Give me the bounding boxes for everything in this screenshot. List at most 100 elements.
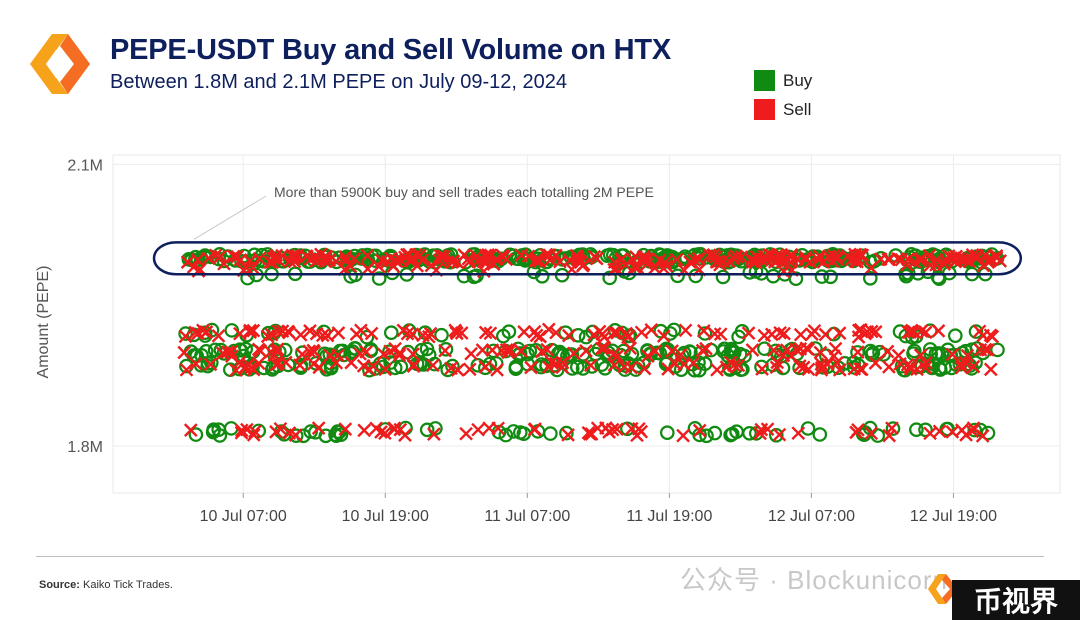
buy-point <box>947 328 963 343</box>
buy-point <box>204 355 219 371</box>
sell-point <box>656 329 671 343</box>
sell-point <box>632 422 646 436</box>
buy-point <box>823 269 838 285</box>
buy-point <box>898 268 914 284</box>
source-text: Kaiko Tick Trades. <box>83 579 173 591</box>
sell-point <box>683 255 697 269</box>
buy-point <box>427 356 442 372</box>
sell-point <box>567 346 581 361</box>
sell-point <box>217 256 231 271</box>
sell-point <box>640 257 654 272</box>
sell-point <box>475 343 490 357</box>
sell-point <box>923 258 938 272</box>
sell-point <box>669 252 684 267</box>
sell-point <box>234 423 249 438</box>
sell-point <box>354 323 368 338</box>
sell-point <box>754 253 769 267</box>
sell-point <box>864 426 879 441</box>
source-label: Source: <box>39 579 80 591</box>
sell-point <box>978 342 993 357</box>
sell-point <box>607 358 622 372</box>
sell-point <box>606 347 621 362</box>
buy-point <box>178 326 193 341</box>
sell-point <box>260 329 275 344</box>
sell-point <box>264 327 279 342</box>
sell-point <box>587 327 601 342</box>
sell-point <box>471 422 485 437</box>
sell-point <box>438 343 452 358</box>
data-points <box>177 247 1008 444</box>
sell-point <box>965 424 980 439</box>
sell-point <box>246 428 261 442</box>
buy-point <box>393 359 409 375</box>
sell-point <box>343 259 358 274</box>
buy-point <box>375 359 391 375</box>
buy-point <box>469 268 484 284</box>
buy-point <box>980 425 996 441</box>
buy-point <box>814 269 830 284</box>
sell-point <box>784 247 799 262</box>
sell-point <box>539 247 554 262</box>
sell-point <box>383 251 398 266</box>
sell-point <box>360 248 375 263</box>
sell-point <box>309 326 324 341</box>
sell-point <box>486 257 501 272</box>
chart-subtitle: Between 1.8M and 2.1M PEPE on July 09-12… <box>110 71 567 93</box>
sell-point <box>302 344 317 359</box>
buy-point <box>715 269 731 285</box>
sell-point <box>213 249 228 264</box>
sell-point <box>357 423 372 438</box>
sell-point <box>243 323 257 338</box>
sell-point <box>226 249 241 264</box>
sell-point <box>647 261 662 275</box>
buy-point <box>543 426 558 441</box>
y-tick-label: 2.1M <box>67 157 103 174</box>
sell-point <box>597 341 612 356</box>
sell-point <box>648 344 663 359</box>
buy-point <box>200 358 215 374</box>
sell-point <box>292 358 307 372</box>
buy-point <box>909 422 924 437</box>
buy-point <box>922 342 938 357</box>
sell-point <box>713 257 727 272</box>
sell-point <box>918 325 933 340</box>
x-tick-label: 12 Jul 07:00 <box>768 508 855 525</box>
sell-point <box>239 359 253 374</box>
sell-point <box>374 425 388 439</box>
sell-point <box>561 328 576 343</box>
sell-point <box>814 363 829 377</box>
sell-point <box>813 345 828 360</box>
sell-point <box>659 259 674 273</box>
sell-point <box>491 421 505 436</box>
sell-point <box>318 254 332 268</box>
sell-point <box>371 259 386 274</box>
buy-point <box>188 427 204 442</box>
sell-point <box>691 251 706 266</box>
sell-point <box>766 343 781 358</box>
buy-point <box>697 326 713 341</box>
sell-point <box>246 362 261 377</box>
sell-point <box>576 257 591 272</box>
sell-point <box>727 358 741 373</box>
sell-point <box>699 341 713 356</box>
x-tick-label: 11 Jul 19:00 <box>626 508 712 525</box>
sell-point <box>178 329 193 344</box>
sell-point <box>630 260 645 275</box>
buy-point <box>990 342 1005 358</box>
sell-point <box>362 362 377 377</box>
buy-point <box>617 358 633 373</box>
buy-point <box>768 343 783 359</box>
sell-point <box>378 426 392 441</box>
sell-point <box>850 345 865 359</box>
sell-point <box>427 427 441 441</box>
sell-point <box>307 344 322 359</box>
sell-point <box>409 247 423 262</box>
sell-point <box>803 255 817 270</box>
sell-point <box>386 259 401 274</box>
source-note: Source: Kaiko Tick Trades. <box>39 579 173 591</box>
sell-point <box>541 322 556 337</box>
sell-point <box>966 421 981 435</box>
sell-point <box>548 356 563 371</box>
sell-point <box>470 254 485 269</box>
sell-point <box>376 347 391 362</box>
